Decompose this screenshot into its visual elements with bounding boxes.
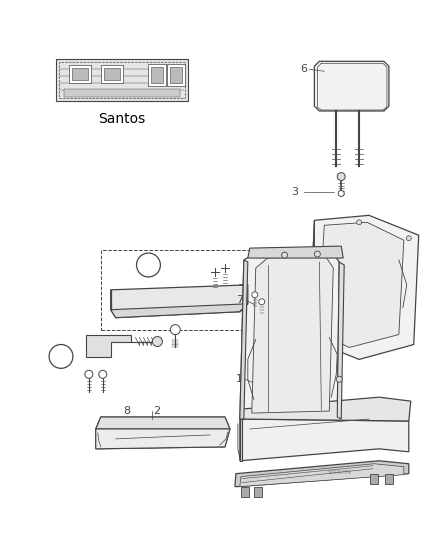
Circle shape (282, 252, 288, 258)
Text: 7: 7 (236, 295, 243, 305)
Circle shape (252, 292, 258, 298)
Polygon shape (240, 419, 409, 461)
Bar (101, 250, 279, 329)
Polygon shape (240, 464, 404, 487)
Circle shape (336, 376, 342, 382)
Polygon shape (96, 417, 230, 429)
Polygon shape (318, 222, 404, 348)
Circle shape (170, 325, 180, 335)
Polygon shape (72, 68, 88, 80)
Polygon shape (96, 429, 230, 449)
Polygon shape (170, 67, 182, 83)
Circle shape (314, 251, 320, 257)
Circle shape (337, 173, 345, 181)
Circle shape (137, 253, 160, 277)
Polygon shape (240, 397, 411, 421)
Polygon shape (309, 215, 419, 359)
Polygon shape (148, 64, 166, 86)
Polygon shape (254, 487, 262, 497)
Polygon shape (240, 419, 242, 461)
Polygon shape (96, 417, 230, 449)
Polygon shape (252, 256, 333, 413)
Text: Santos: Santos (98, 112, 145, 126)
Circle shape (152, 336, 162, 346)
Polygon shape (56, 59, 188, 101)
Circle shape (338, 190, 344, 197)
Circle shape (259, 299, 265, 305)
Polygon shape (241, 487, 249, 497)
Text: 3: 3 (291, 188, 298, 197)
Circle shape (357, 220, 362, 225)
Bar (59, 62, 185, 98)
Text: 4: 4 (58, 351, 64, 361)
Polygon shape (111, 304, 248, 318)
Text: 6: 6 (300, 64, 307, 74)
Circle shape (99, 370, 107, 378)
Polygon shape (240, 260, 248, 419)
Text: 8: 8 (124, 406, 131, 416)
Polygon shape (104, 68, 120, 80)
Polygon shape (64, 89, 180, 97)
Circle shape (49, 344, 73, 368)
Polygon shape (86, 335, 131, 358)
Polygon shape (69, 65, 91, 83)
Circle shape (85, 370, 93, 378)
Polygon shape (309, 220, 314, 340)
Polygon shape (370, 474, 378, 483)
Polygon shape (240, 248, 339, 419)
Text: 5: 5 (145, 260, 152, 270)
Polygon shape (101, 65, 123, 83)
Polygon shape (385, 474, 393, 483)
Polygon shape (235, 461, 409, 487)
Polygon shape (248, 246, 343, 258)
Text: 1: 1 (236, 374, 243, 384)
Circle shape (406, 236, 411, 241)
Polygon shape (337, 262, 344, 419)
Polygon shape (152, 67, 163, 83)
Polygon shape (314, 61, 389, 111)
Polygon shape (167, 64, 185, 86)
Text: SPRINTER: SPRINTER (327, 470, 351, 475)
Text: 2: 2 (153, 406, 161, 416)
Polygon shape (111, 285, 248, 318)
